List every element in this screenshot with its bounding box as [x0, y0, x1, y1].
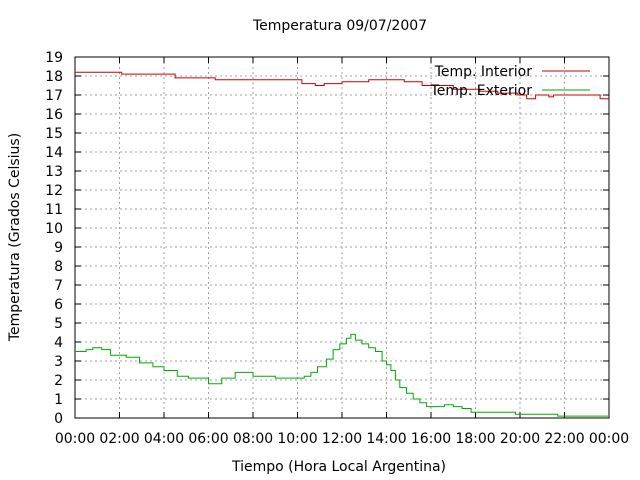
x-tick-label: 20:00 [500, 431, 540, 447]
x-tick-label: 14:00 [366, 431, 406, 447]
y-tick-label: 4 [54, 335, 63, 351]
chart-title: Temperatura 09/07/2007 [252, 18, 428, 34]
y-tick-label: 6 [54, 297, 63, 313]
y-tick-label: 17 [45, 88, 63, 104]
y-tick-label: 5 [54, 316, 63, 332]
y-tick-label: 15 [45, 126, 63, 142]
y-tick-label: 2 [54, 373, 63, 389]
y-axis-label: Temperatura (Grados Celsius) [7, 133, 23, 342]
x-tick-label: 04:00 [144, 431, 184, 447]
x-tick-label: 02:00 [99, 431, 139, 447]
y-tick-label: 11 [45, 202, 63, 218]
x-axis-label: Tiempo (Hora Local Argentina) [231, 459, 446, 475]
series-line-temp-interior [75, 71, 609, 100]
y-tick-label: 3 [54, 354, 63, 370]
y-tick-label: 8 [54, 259, 63, 275]
legend-label: Temp. Interior [434, 64, 533, 80]
y-tick-label: 9 [54, 240, 63, 256]
x-tick-label: 00:00 [589, 431, 629, 447]
x-tick-label: 22:00 [544, 431, 584, 447]
series-line-temp-exterior [75, 333, 609, 417]
y-tick-label: 16 [45, 107, 63, 123]
grid-lines [75, 57, 609, 418]
series-lines [75, 71, 609, 417]
y-tick-label: 19 [45, 50, 63, 66]
x-tick-label: 18:00 [455, 431, 495, 447]
y-tick-label: 0 [54, 411, 63, 427]
legend: Temp. Interior Temp. Exterior [430, 64, 590, 99]
y-tick-label: 12 [45, 183, 63, 199]
x-tick-label: 00:00 [55, 431, 95, 447]
x-tick-label: 08:00 [233, 431, 273, 447]
legend-label: Temp. Exterior [430, 83, 533, 99]
x-tick-label: 16:00 [411, 431, 451, 447]
y-tick-label: 14 [45, 145, 63, 161]
y-tick-label: 7 [54, 278, 63, 294]
y-tick-label: 18 [45, 69, 63, 85]
y-tick-label: 13 [45, 164, 63, 180]
y-tick-label: 10 [45, 221, 63, 237]
y-tick-label: 1 [54, 392, 63, 408]
x-axis-ticks: 00:00 02:00 04:00 06:00 08:00 10:00 12:00 14:00… [55, 57, 629, 447]
x-tick-label: 10:00 [277, 431, 317, 447]
x-tick-label: 06:00 [188, 431, 228, 447]
x-tick-label: 12:00 [322, 431, 362, 447]
